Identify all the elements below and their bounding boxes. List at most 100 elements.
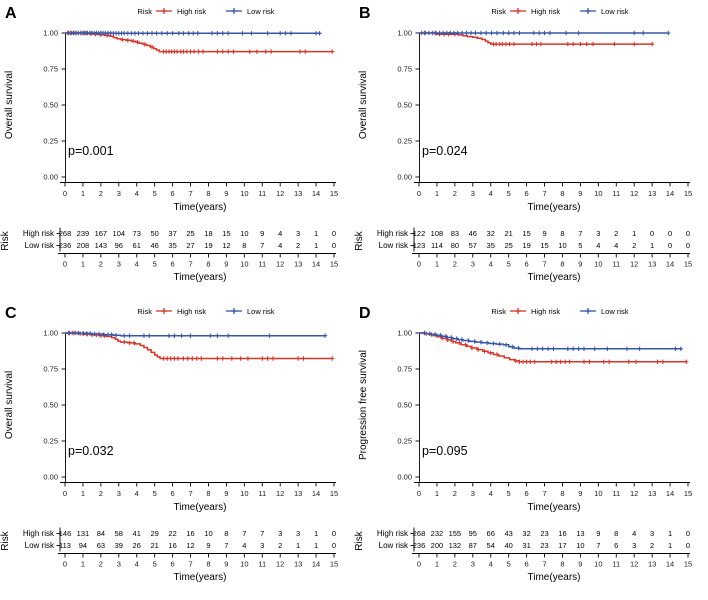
risk-count: 1 <box>314 229 318 238</box>
risk-table-b: Risk High risk Low risk 0 1 2 3 4 5 6 7 8 9 10 11 12… <box>354 227 692 283</box>
risk-x-tick-label: 13 <box>648 560 656 569</box>
x-tick-label: 7 <box>542 189 546 198</box>
risk-count: 4 <box>614 241 618 250</box>
risk-row-label-low: Low risk <box>25 541 55 550</box>
legend-marker-cross <box>161 8 167 14</box>
survival-curve-low-risk <box>419 332 681 350</box>
legend-label-low-risk: Low risk <box>601 307 629 316</box>
x-tick-label: 8 <box>560 489 564 498</box>
x-tick-label: 3 <box>471 489 475 498</box>
survival-curve-high-risk <box>419 332 687 363</box>
risk-count: 3 <box>632 541 636 550</box>
risk-x-tick-label: 10 <box>594 260 602 269</box>
x-tick-label: 8 <box>206 489 210 498</box>
x-tick-label: 7 <box>188 189 192 198</box>
risk-row-label-high: High risk <box>377 229 409 238</box>
x-tick-label: 2 <box>99 189 103 198</box>
risk-x-tick-label: 0 <box>417 560 421 569</box>
risk-count: 143 <box>95 241 108 250</box>
risk-x-tick-label: 7 <box>542 260 546 269</box>
risk-count: 23 <box>540 541 548 550</box>
risk-count: 83 <box>451 229 459 238</box>
risk-x-tick-label: 9 <box>578 260 582 269</box>
risk-count: 6 <box>614 541 618 550</box>
x-tick-label: 10 <box>240 489 248 498</box>
y-tick-label: 0.00 <box>397 473 412 482</box>
risk-count: 132 <box>449 541 462 550</box>
risk-x-tick-label: 4 <box>489 560 493 569</box>
risk-table-a: Risk High risk Low risk 0 1 2 3 4 5 6 7 8 9 10 11 12… <box>0 227 338 283</box>
x-tick-label: 0 <box>63 189 67 198</box>
risk-count: 2 <box>296 241 300 250</box>
risk-count: 32 <box>522 529 530 538</box>
p-value: p=0.024 <box>422 144 468 158</box>
risk-count: 2 <box>632 241 636 250</box>
survival-curve-high-risk <box>65 332 333 360</box>
risk-count: 7 <box>578 229 582 238</box>
risk-row-label-high: High risk <box>377 529 409 538</box>
legend-marker-high-risk-icon <box>510 8 526 14</box>
risk-count: 16 <box>168 541 176 550</box>
x-tick-label: 9 <box>224 189 228 198</box>
risk-x-tick-label: 7 <box>188 260 192 269</box>
y-tick-label: 1.00 <box>43 329 58 338</box>
p-value: p=0.001 <box>68 144 114 158</box>
risk-x-tick-label: 9 <box>224 560 228 569</box>
risk-axis-title: Risk <box>354 530 365 550</box>
risk-axis-title: Risk <box>0 530 11 550</box>
x-tick-label: 7 <box>188 489 192 498</box>
x-tick-label: 4 <box>135 489 139 498</box>
survival-curves <box>419 330 689 364</box>
risk-count: 1 <box>314 529 318 538</box>
x-tick-label: 14 <box>666 489 674 498</box>
x-axis-title: Time(years) <box>528 502 581 513</box>
risk-count: 2 <box>650 541 654 550</box>
x-tick-label: 1 <box>81 489 85 498</box>
risk-count: 7 <box>242 529 246 538</box>
x-tick-label: 9 <box>578 189 582 198</box>
km-plot-c: C Risk High risk Low risk 0.00 0.25 0.50 0.… <box>4 305 338 513</box>
risk-count: 80 <box>451 241 459 250</box>
censor-marks-low-risk <box>422 330 683 351</box>
risk-count: 0 <box>668 229 672 238</box>
x-axis-title: Time(years) <box>528 202 581 213</box>
risk-x-tick-label: 5 <box>153 260 157 269</box>
y-tick-label: 0.50 <box>397 401 412 410</box>
x-tick-label: 9 <box>224 489 228 498</box>
risk-x-tick-label: 4 <box>135 560 139 569</box>
risk-row-label-low: Low risk <box>25 241 55 250</box>
risk-count: 0 <box>686 541 690 550</box>
risk-x-tick-label: 2 <box>453 260 457 269</box>
risk-table-axes: 0 1 2 3 4 5 6 7 8 9 10 11 12 13 14 15 <box>56 227 338 269</box>
risk-x-tick-label: 11 <box>258 260 266 269</box>
y-axis-title: Overall survival <box>358 71 369 139</box>
risk-count: 73 <box>133 229 141 238</box>
x-tick-label: 11 <box>612 489 620 498</box>
y-tick-label: 0.25 <box>397 437 412 446</box>
risk-x-tick-label: 3 <box>117 560 121 569</box>
x-tick-label: 12 <box>630 489 638 498</box>
risk-count: 22 <box>168 529 176 538</box>
x-tick-label: 8 <box>206 189 210 198</box>
legend-label-high-risk: High risk <box>177 307 206 316</box>
x-tick-label: 13 <box>294 189 302 198</box>
x-tick-label: 14 <box>312 189 320 198</box>
risk-x-tick-label: 9 <box>224 260 228 269</box>
risk-count: 239 <box>77 229 90 238</box>
panel-letter: C <box>5 305 17 322</box>
risk-x-tick-label: 13 <box>294 260 302 269</box>
risk-count: 232 <box>431 529 444 538</box>
x-tick-label: 5 <box>153 189 157 198</box>
risk-count: 146 <box>59 529 72 538</box>
risk-count: 46 <box>150 241 158 250</box>
risk-count: 8 <box>224 529 228 538</box>
x-tick-label: 5 <box>507 189 511 198</box>
risk-count: 9 <box>596 529 600 538</box>
risk-count: 0 <box>686 229 690 238</box>
risk-x-tick-label: 6 <box>525 560 529 569</box>
risk-x-tick-label: 12 <box>630 560 638 569</box>
legend-marker-low-risk-icon <box>580 308 596 314</box>
risk-x-tick-label: 7 <box>188 560 192 569</box>
x-tick-label: 4 <box>489 189 493 198</box>
